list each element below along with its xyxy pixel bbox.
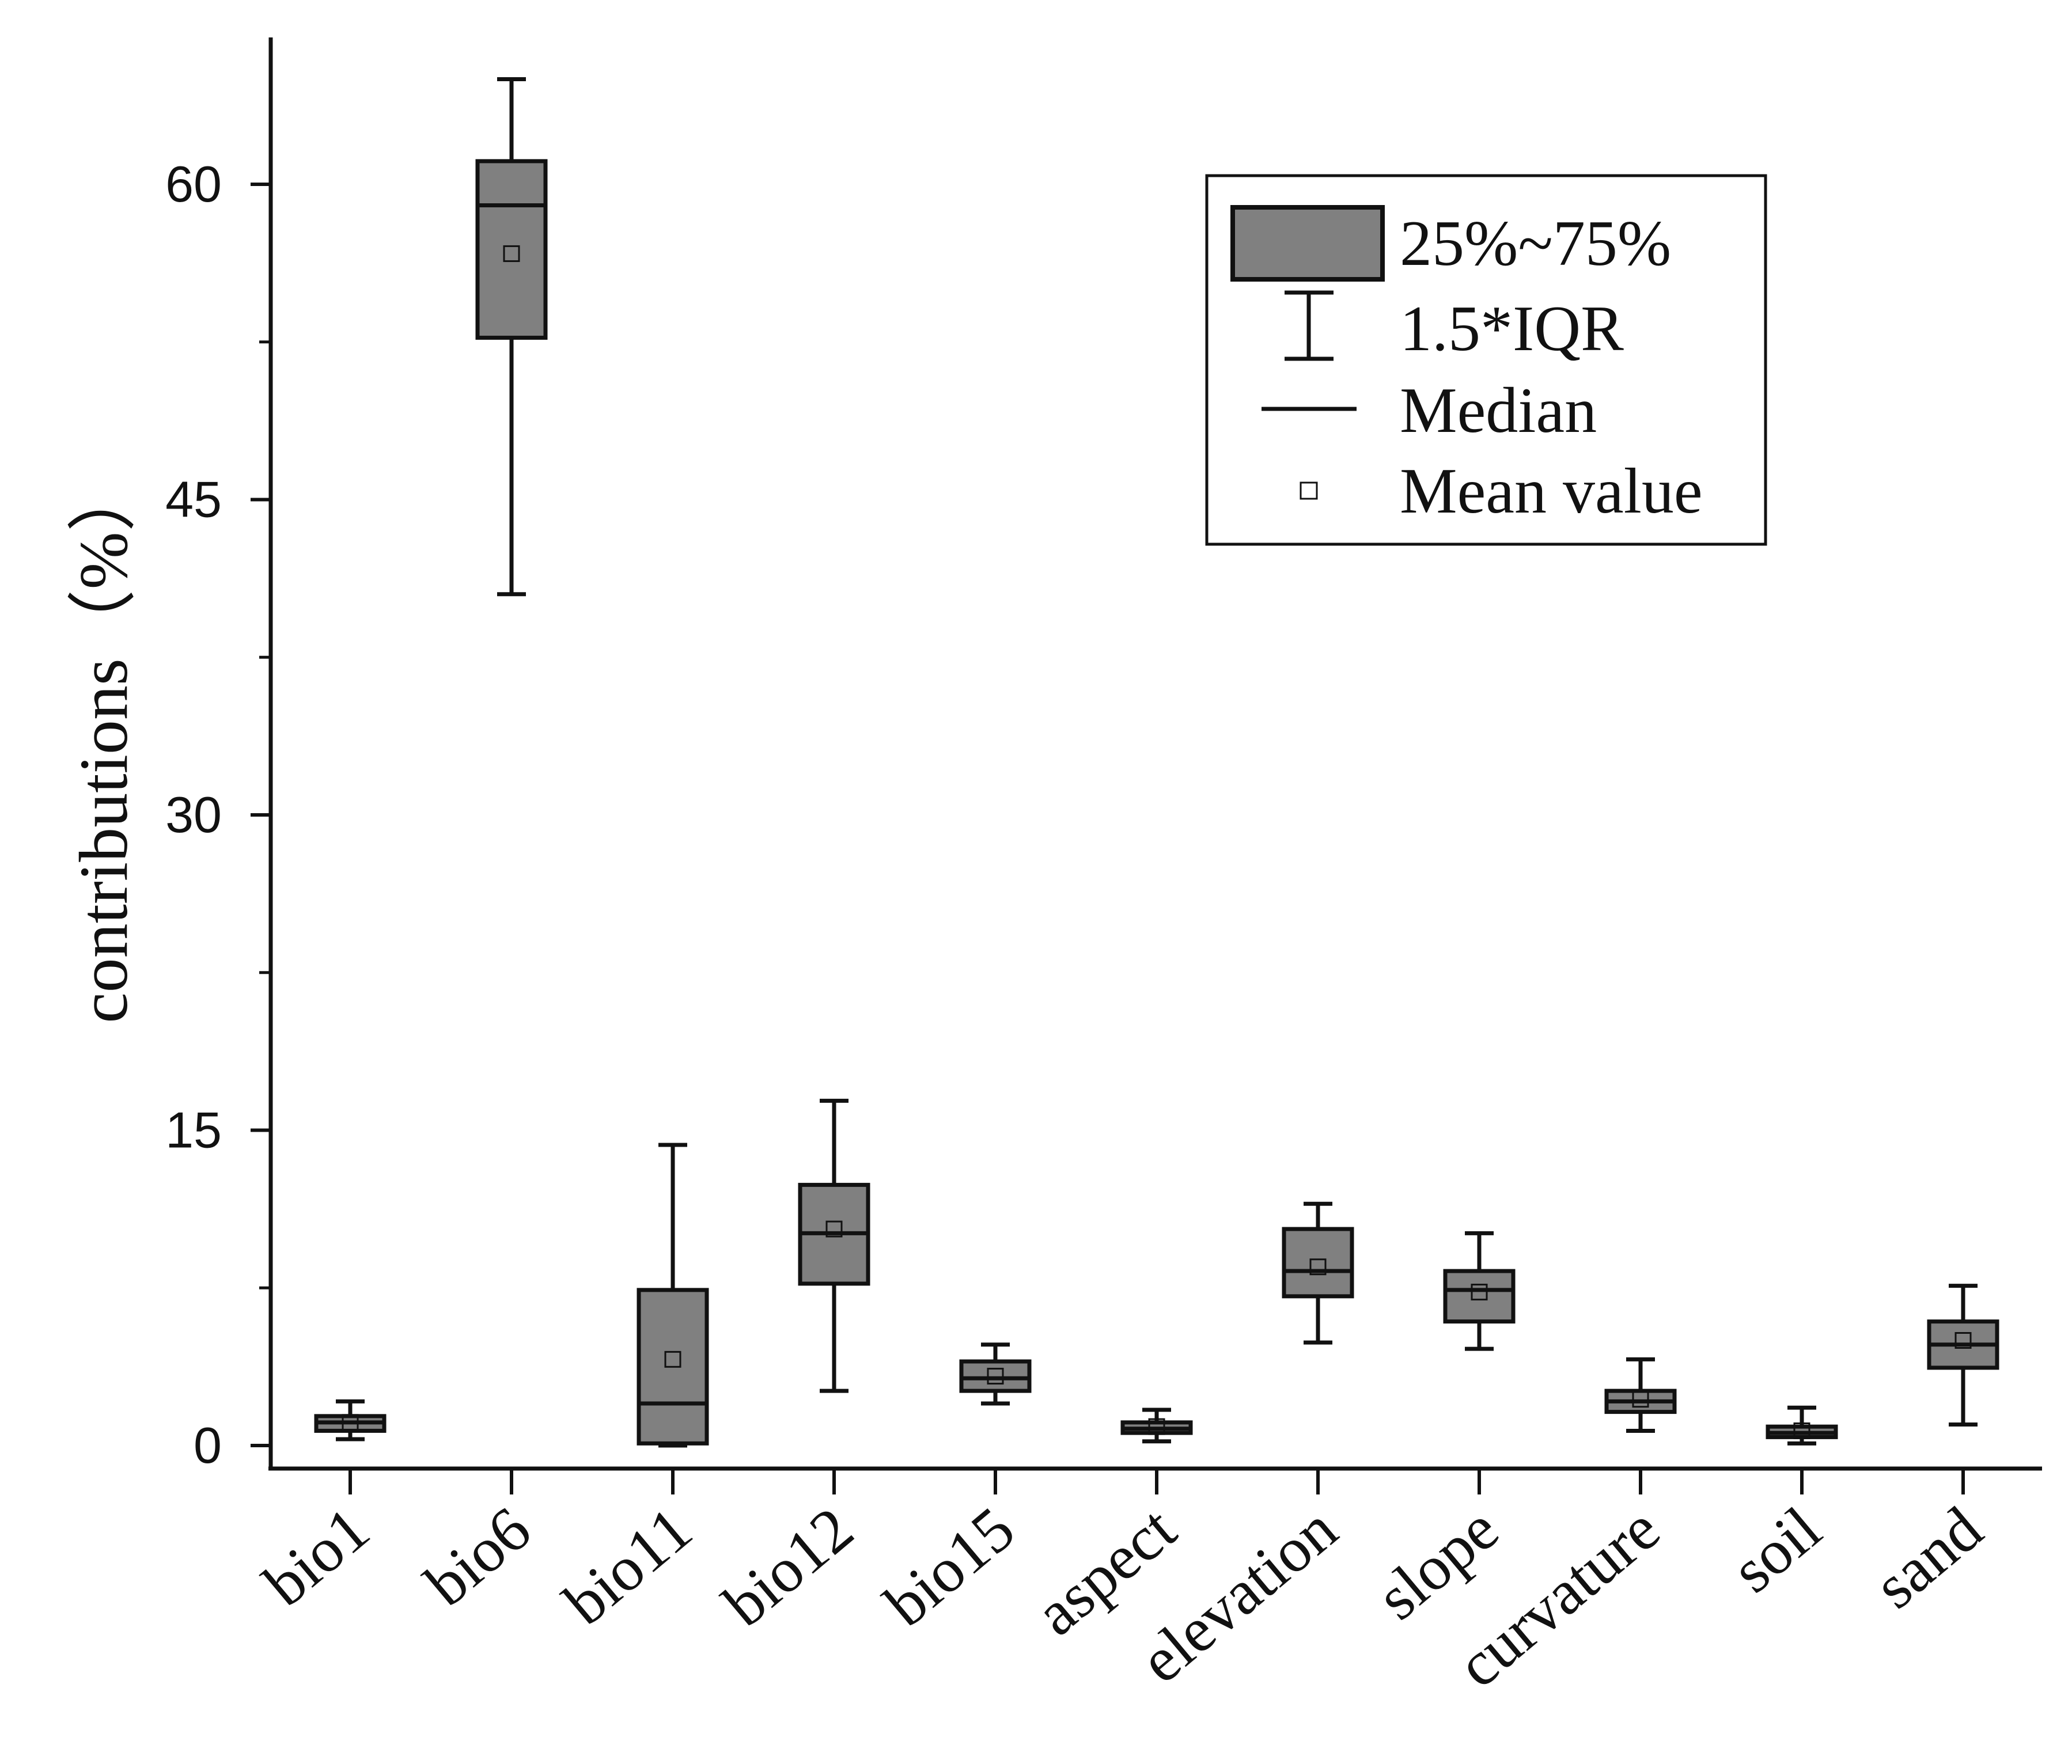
- y-tick-label-0: 0: [194, 1417, 222, 1474]
- y-ticks: 0 15 30 45 60: [165, 155, 271, 1474]
- mean-marker-bio1: [342, 1414, 359, 1431]
- box-bio12: [798, 1098, 870, 1393]
- box-bio1: [314, 1399, 387, 1441]
- legend-box-label: 25%~75%: [1400, 208, 1671, 279]
- iqr-box-bio6: [475, 159, 548, 340]
- x-tick-label-soil: soil: [1718, 1493, 1834, 1606]
- box-bio6: [475, 77, 548, 597]
- x-tick-label-bio6: bio6: [412, 1493, 543, 1619]
- box-elevation: [1282, 1201, 1354, 1345]
- iqr-box-bio15: [959, 1359, 1032, 1393]
- mean-marker-elevation: [1309, 1258, 1327, 1276]
- y-tick-label-60: 60: [165, 155, 222, 213]
- y-axis-label: contributions（%）: [65, 462, 142, 1023]
- mean-marker-soil: [1793, 1422, 1810, 1439]
- legend-mean-marker: [1300, 481, 1318, 500]
- iqr-box-elevation: [1282, 1227, 1354, 1299]
- legend-median-label: Median: [1400, 375, 1597, 446]
- x-tick-label-bio1: bio1: [251, 1493, 382, 1619]
- y-tick-label-30: 30: [165, 786, 222, 843]
- mean-marker-aspect: [1148, 1418, 1165, 1435]
- mean-marker-slope: [1471, 1284, 1488, 1301]
- x-tick-label-bio11: bio11: [551, 1493, 704, 1638]
- y-tick-label-15: 15: [165, 1102, 222, 1159]
- y-tick-label-45: 45: [165, 471, 222, 528]
- box-curvature: [1604, 1357, 1677, 1433]
- box-bio15: [959, 1342, 1032, 1406]
- boxes-layer: [314, 77, 1999, 1448]
- legend-mean-label: Mean value: [1400, 456, 1703, 527]
- x-tick-label-bio15: bio15: [872, 1493, 1027, 1640]
- iqr-box-slope: [1443, 1269, 1516, 1324]
- mean-marker-bio15: [987, 1368, 1004, 1385]
- box-aspect: [1120, 1408, 1193, 1444]
- x-tick-label-bio12: bio12: [710, 1493, 866, 1640]
- legend: 25%~75% 1.5*IQR Median Mean value: [1205, 174, 1767, 546]
- legend-whisker-label: 1.5*IQR: [1400, 293, 1624, 365]
- x-tick-label-sand: sand: [1861, 1493, 1995, 1622]
- mean-marker-sand: [1954, 1332, 1972, 1349]
- legend-box-swatch: [1230, 205, 1385, 282]
- box-soil: [1766, 1405, 1838, 1446]
- mean-marker-bio11: [664, 1350, 681, 1368]
- box-slope: [1443, 1231, 1516, 1351]
- box-sand: [1927, 1284, 1999, 1427]
- box-bio11: [637, 1143, 709, 1448]
- mean-marker-bio6: [503, 245, 520, 262]
- mean-marker-curvature: [1632, 1391, 1649, 1408]
- mean-marker-bio12: [825, 1220, 843, 1238]
